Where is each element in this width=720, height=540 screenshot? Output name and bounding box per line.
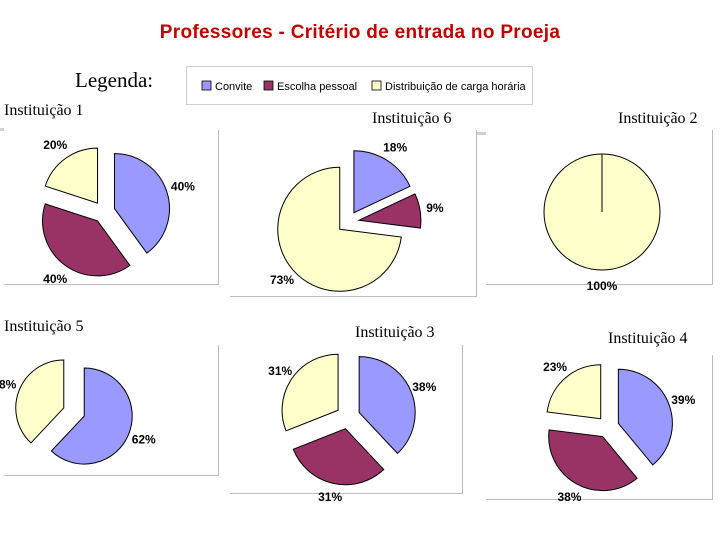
- data-label-distribuicao-de-carga-horaria: 31%: [268, 364, 292, 378]
- pie-chart-institution-1: 40% 40% 20%: [42, 138, 195, 286]
- data-label-escolha-pessoal: 40%: [43, 272, 67, 286]
- data-label-distribuicao-de-carga-horaria: 38%: [0, 377, 17, 391]
- pie-chart-institution-6: 18% 9% 73%: [270, 141, 444, 292]
- pie-slice-convite: [113, 153, 170, 254]
- legend-swatch-distribuicao-de-carga-horaria: [371, 80, 382, 91]
- pie-slice-distribuicao-de-carga-horaria: [277, 166, 402, 292]
- institution-label-3: Instituição 3: [355, 324, 435, 341]
- legend-label: Legenda:: [75, 68, 154, 92]
- decorative-rule: [476, 132, 494, 135]
- data-label-distribuicao-de-carga-horaria: 100%: [587, 279, 618, 293]
- institution-label-6: Instituição 6: [372, 110, 452, 127]
- pie-slice-distribuicao-de-carga-horaria: [546, 364, 602, 420]
- page-title: Professores - Critério de entrada no Pro…: [159, 22, 561, 43]
- data-label-escolha-pessoal: 31%: [318, 490, 342, 504]
- pie-slice-distribuicao-de-carga-horaria: [15, 359, 65, 444]
- pie-slice-convite: [50, 367, 133, 465]
- data-label-distribuicao-de-carga-horaria: 73%: [270, 273, 294, 287]
- pie-slice-convite: [353, 150, 411, 214]
- pie-chart-institution-3: 38% 31% 31%: [268, 353, 437, 504]
- pie-slice-convite: [358, 356, 416, 455]
- legend-box: Convite Escolha pessoal Distribuição de ca…: [186, 66, 533, 105]
- chart-panel-2: 100%: [486, 130, 713, 293]
- data-label-convite: 62%: [132, 433, 156, 447]
- pie-slice-distribuicao-de-carga-horaria: [281, 353, 339, 432]
- legend-svg: Convite Escolha pessoal Distribuição de ca…: [186, 66, 533, 105]
- pie-chart-institution-2: 100%: [543, 153, 661, 293]
- decorative-rule: [0, 128, 4, 131]
- legend-swatch-escolha-pessoal: [263, 80, 274, 91]
- legend-entry-escolha-pessoal: Escolha pessoal: [277, 81, 357, 93]
- data-label-convite: 40%: [171, 179, 195, 193]
- legend-border: [186, 66, 533, 105]
- data-label-escolha-pessoal: 9%: [426, 201, 444, 215]
- institution-label-5: Instituição 5: [4, 318, 84, 335]
- pie-chart-institution-4: 39% 38% 23%: [543, 360, 696, 504]
- data-label-convite: 38%: [412, 380, 436, 394]
- chart-panel-1: 40% 40% 20%: [4, 130, 219, 286]
- data-label-escolha-pessoal: 38%: [557, 490, 581, 504]
- data-label-convite: 18%: [383, 141, 407, 155]
- pie-slice-convite: [617, 368, 673, 466]
- chart-panel-3: 38% 31% 31%: [230, 345, 463, 504]
- institution-label-2: Instituição 2: [618, 110, 698, 127]
- pie-slice-distribuicao-de-carga-horaria: [44, 147, 99, 204]
- data-label-distribuicao-de-carga-horaria: 20%: [43, 138, 67, 152]
- chart-panel-5: 62% 38%: [0, 345, 219, 476]
- pie-chart-institution-5: 62% 38%: [0, 359, 156, 465]
- legend-swatch-convite: [201, 80, 212, 91]
- pie-slice-escolha-pessoal: [548, 429, 638, 492]
- legend-entry-distribuicao-de-carga-horaria: Distribuição de carga horária: [385, 81, 527, 93]
- data-label-distribuicao-de-carga-horaria: 23%: [543, 360, 567, 374]
- legend-entry-convite: Convite: [215, 81, 252, 93]
- data-label-convite: 39%: [671, 393, 695, 407]
- pie-slice-escolha-pessoal: [292, 428, 385, 486]
- pie-slice-escolha-pessoal: [42, 203, 131, 277]
- institution-label-4: Instituição 4: [608, 330, 688, 347]
- chart-panel-6: 18% 9% 73%: [230, 130, 477, 297]
- pie-slice-escolha-pessoal: [357, 193, 422, 229]
- institution-label-1: Instituição 1: [4, 102, 84, 119]
- chart-panel-4: 39% 38% 23%: [486, 355, 713, 504]
